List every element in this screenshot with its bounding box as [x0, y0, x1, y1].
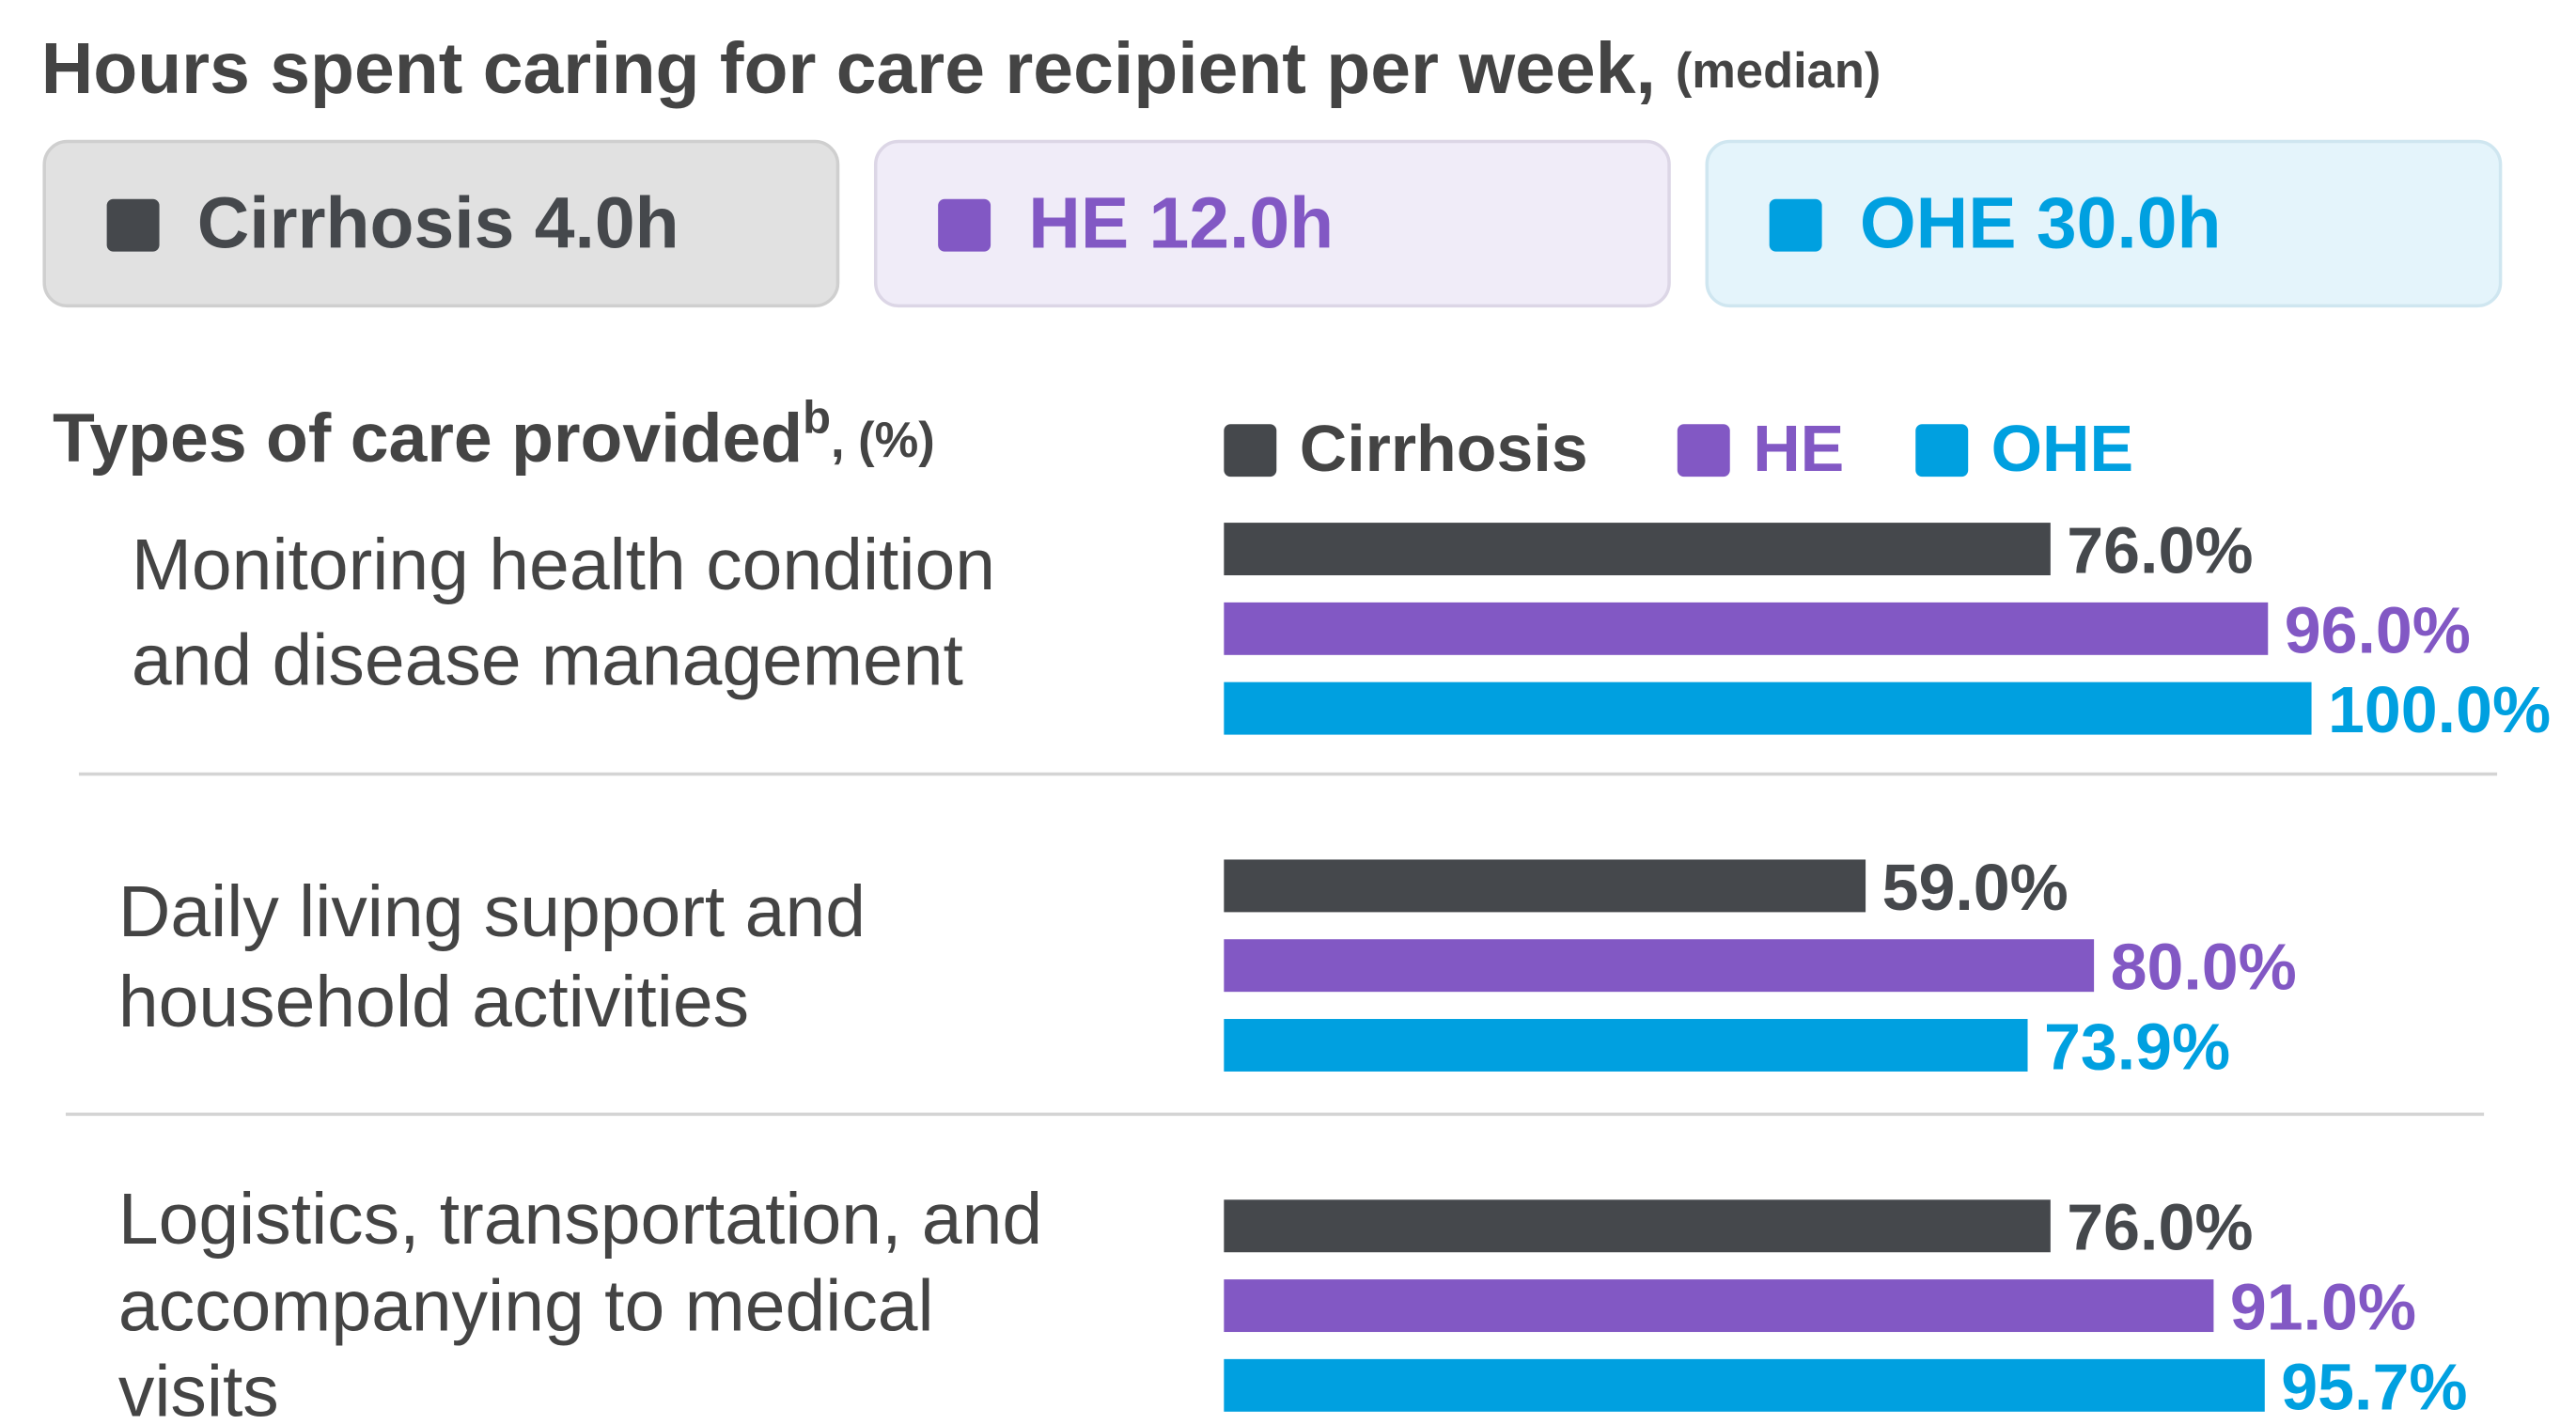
category-label: accompanying to medical [118, 1265, 934, 1346]
header-subtitle: (median) [1676, 44, 1881, 99]
header-title-text: Hours spent caring for care recipient pe… [41, 28, 1656, 109]
legend-marker [1915, 424, 1969, 478]
bar [1224, 1019, 2028, 1072]
value-label: 73.9% [2044, 1010, 2230, 1083]
value-label: 96.0% [2285, 593, 2471, 666]
bar [1224, 939, 2095, 993]
category-label: household activities [118, 962, 749, 1042]
bar [1224, 1358, 2265, 1412]
value-label: 100.0% [2328, 673, 2551, 746]
legend-marker [1677, 424, 1730, 478]
value-label: 76.0% [2067, 514, 2253, 587]
hours-box [42, 139, 840, 308]
bar [1224, 681, 2312, 735]
category-label: Monitoring health condition [132, 525, 995, 605]
value-label: 95.7% [2281, 1350, 2467, 1423]
header-title: Hours spent caring for care recipient pe… [41, 28, 1881, 109]
hours-label: HE 12.0h [1028, 183, 1334, 264]
hours-label: OHE 30.0h [1860, 183, 2222, 264]
value-label: 80.0% [2111, 931, 2297, 1004]
bar [1224, 1279, 2214, 1333]
bar [1224, 1199, 2051, 1253]
hours-marker [1769, 198, 1822, 252]
hours-box [873, 139, 1671, 308]
bar [1224, 859, 1866, 913]
value-label: 59.0% [1882, 851, 2069, 924]
hours-label: Cirrhosis 4.0h [197, 183, 679, 264]
superscript: b [803, 393, 831, 444]
legend-label: Cirrhosis [1300, 412, 1588, 485]
legend-label: HE [1753, 412, 1844, 485]
value-label: 76.0% [2067, 1191, 2253, 1264]
hours-box [1705, 139, 2503, 308]
chart-title-text: Types of care provided [53, 400, 803, 478]
bar [1224, 523, 2051, 576]
value-label: 91.0% [2230, 1271, 2416, 1344]
bar [1224, 602, 2269, 655]
category-label: and disease management [132, 619, 963, 700]
legend-marker [1224, 424, 1277, 478]
category-label: visits [118, 1351, 279, 1425]
chart-title: Types of care providedb, (%) [53, 393, 935, 478]
hours-marker [938, 198, 991, 252]
legend-label: OHE [1991, 412, 2133, 485]
category-label: Logistics, transportation, and [118, 1179, 1042, 1260]
category-label: Daily living support and [118, 871, 866, 952]
unit: , (%) [831, 414, 935, 468]
hours-marker [106, 198, 160, 252]
